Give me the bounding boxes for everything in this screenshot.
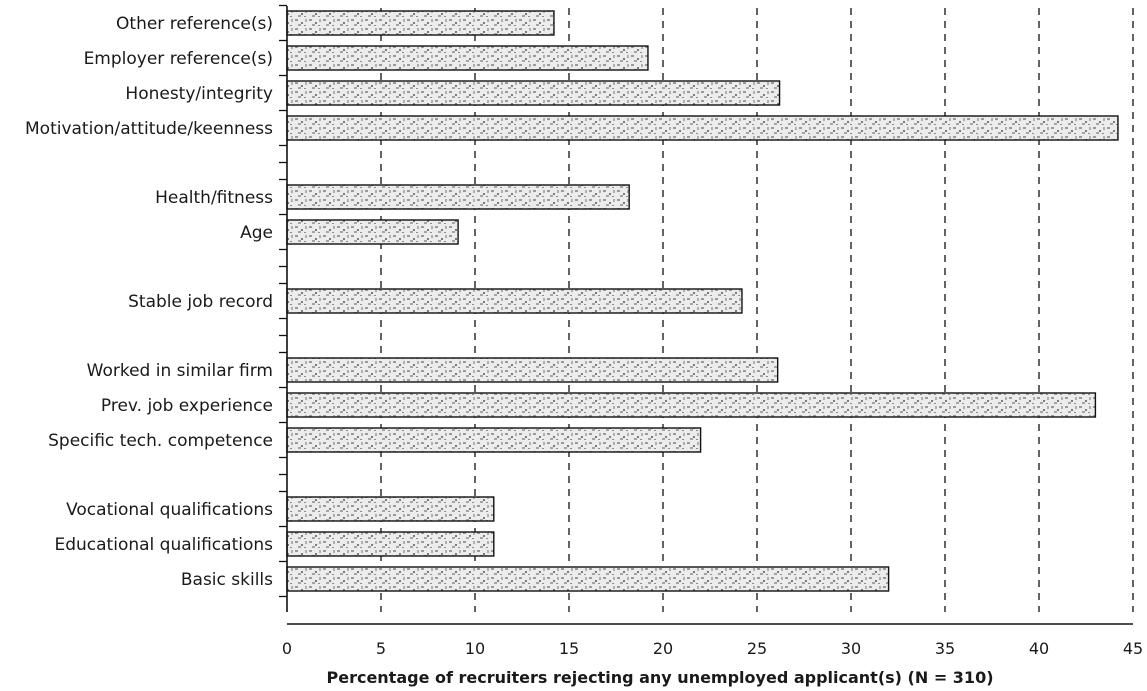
bar-worked-in-similar-firm: [286, 357, 779, 383]
x-tick-label: 10: [465, 639, 485, 658]
category-labels: Other reference(s) Employer reference(s) H…: [25, 14, 273, 590]
category-label: Basic skills: [181, 570, 273, 590]
category-label: Specific tech. competence: [48, 431, 273, 451]
bar-age: [286, 219, 459, 245]
x-tick-label: 35: [935, 639, 955, 658]
bar-stable-job-record: [286, 288, 743, 314]
category-label: Worked in similar firm: [87, 361, 273, 381]
category-label: Age: [240, 223, 273, 243]
axes: [279, 4, 1133, 625]
bar-educational-qualifications: [286, 531, 495, 557]
category-label: Honesty/integrity: [125, 84, 273, 104]
x-tick-label: 5: [376, 639, 386, 658]
x-tick-label: 30: [841, 639, 861, 658]
bar-vocational-qualifications: [286, 496, 495, 522]
category-label: Prev. job experience: [101, 396, 273, 416]
x-tick-label: 40: [1029, 639, 1049, 658]
x-tick-labels: 0 5 10 15 20 25 30 35 40 45: [282, 639, 1143, 658]
category-label: Health/fitness: [155, 188, 273, 208]
bar-motivation-attitude-keenness: [286, 115, 1119, 141]
category-label: Educational qualifications: [54, 535, 273, 555]
bar-health-fitness: [286, 184, 630, 210]
category-label: Other reference(s): [116, 14, 273, 34]
x-tick-label: 20: [653, 639, 673, 658]
bar-employer-reference-s: [286, 45, 649, 71]
x-tick-label: 15: [559, 639, 579, 658]
x-axis-title: Percentage of recruiters rejecting any u…: [326, 668, 993, 687]
x-tick-label: 0: [282, 639, 292, 658]
category-label: Motivation/attitude/keenness: [25, 119, 273, 139]
bar-specific-tech-competence: [286, 427, 702, 453]
bar-honesty-integrity: [286, 80, 781, 106]
category-label: Employer reference(s): [84, 49, 273, 69]
category-label: Stable job record: [128, 292, 273, 312]
bars: [286, 10, 1119, 592]
x-tick-label: 25: [747, 639, 767, 658]
bar-basic-skills: [286, 566, 890, 592]
bar-other-reference-s: [286, 10, 555, 36]
category-label: Vocational qualifications: [66, 500, 273, 520]
bar-prev-job-experience: [286, 392, 1097, 418]
x-tick-label: 45: [1123, 639, 1143, 658]
